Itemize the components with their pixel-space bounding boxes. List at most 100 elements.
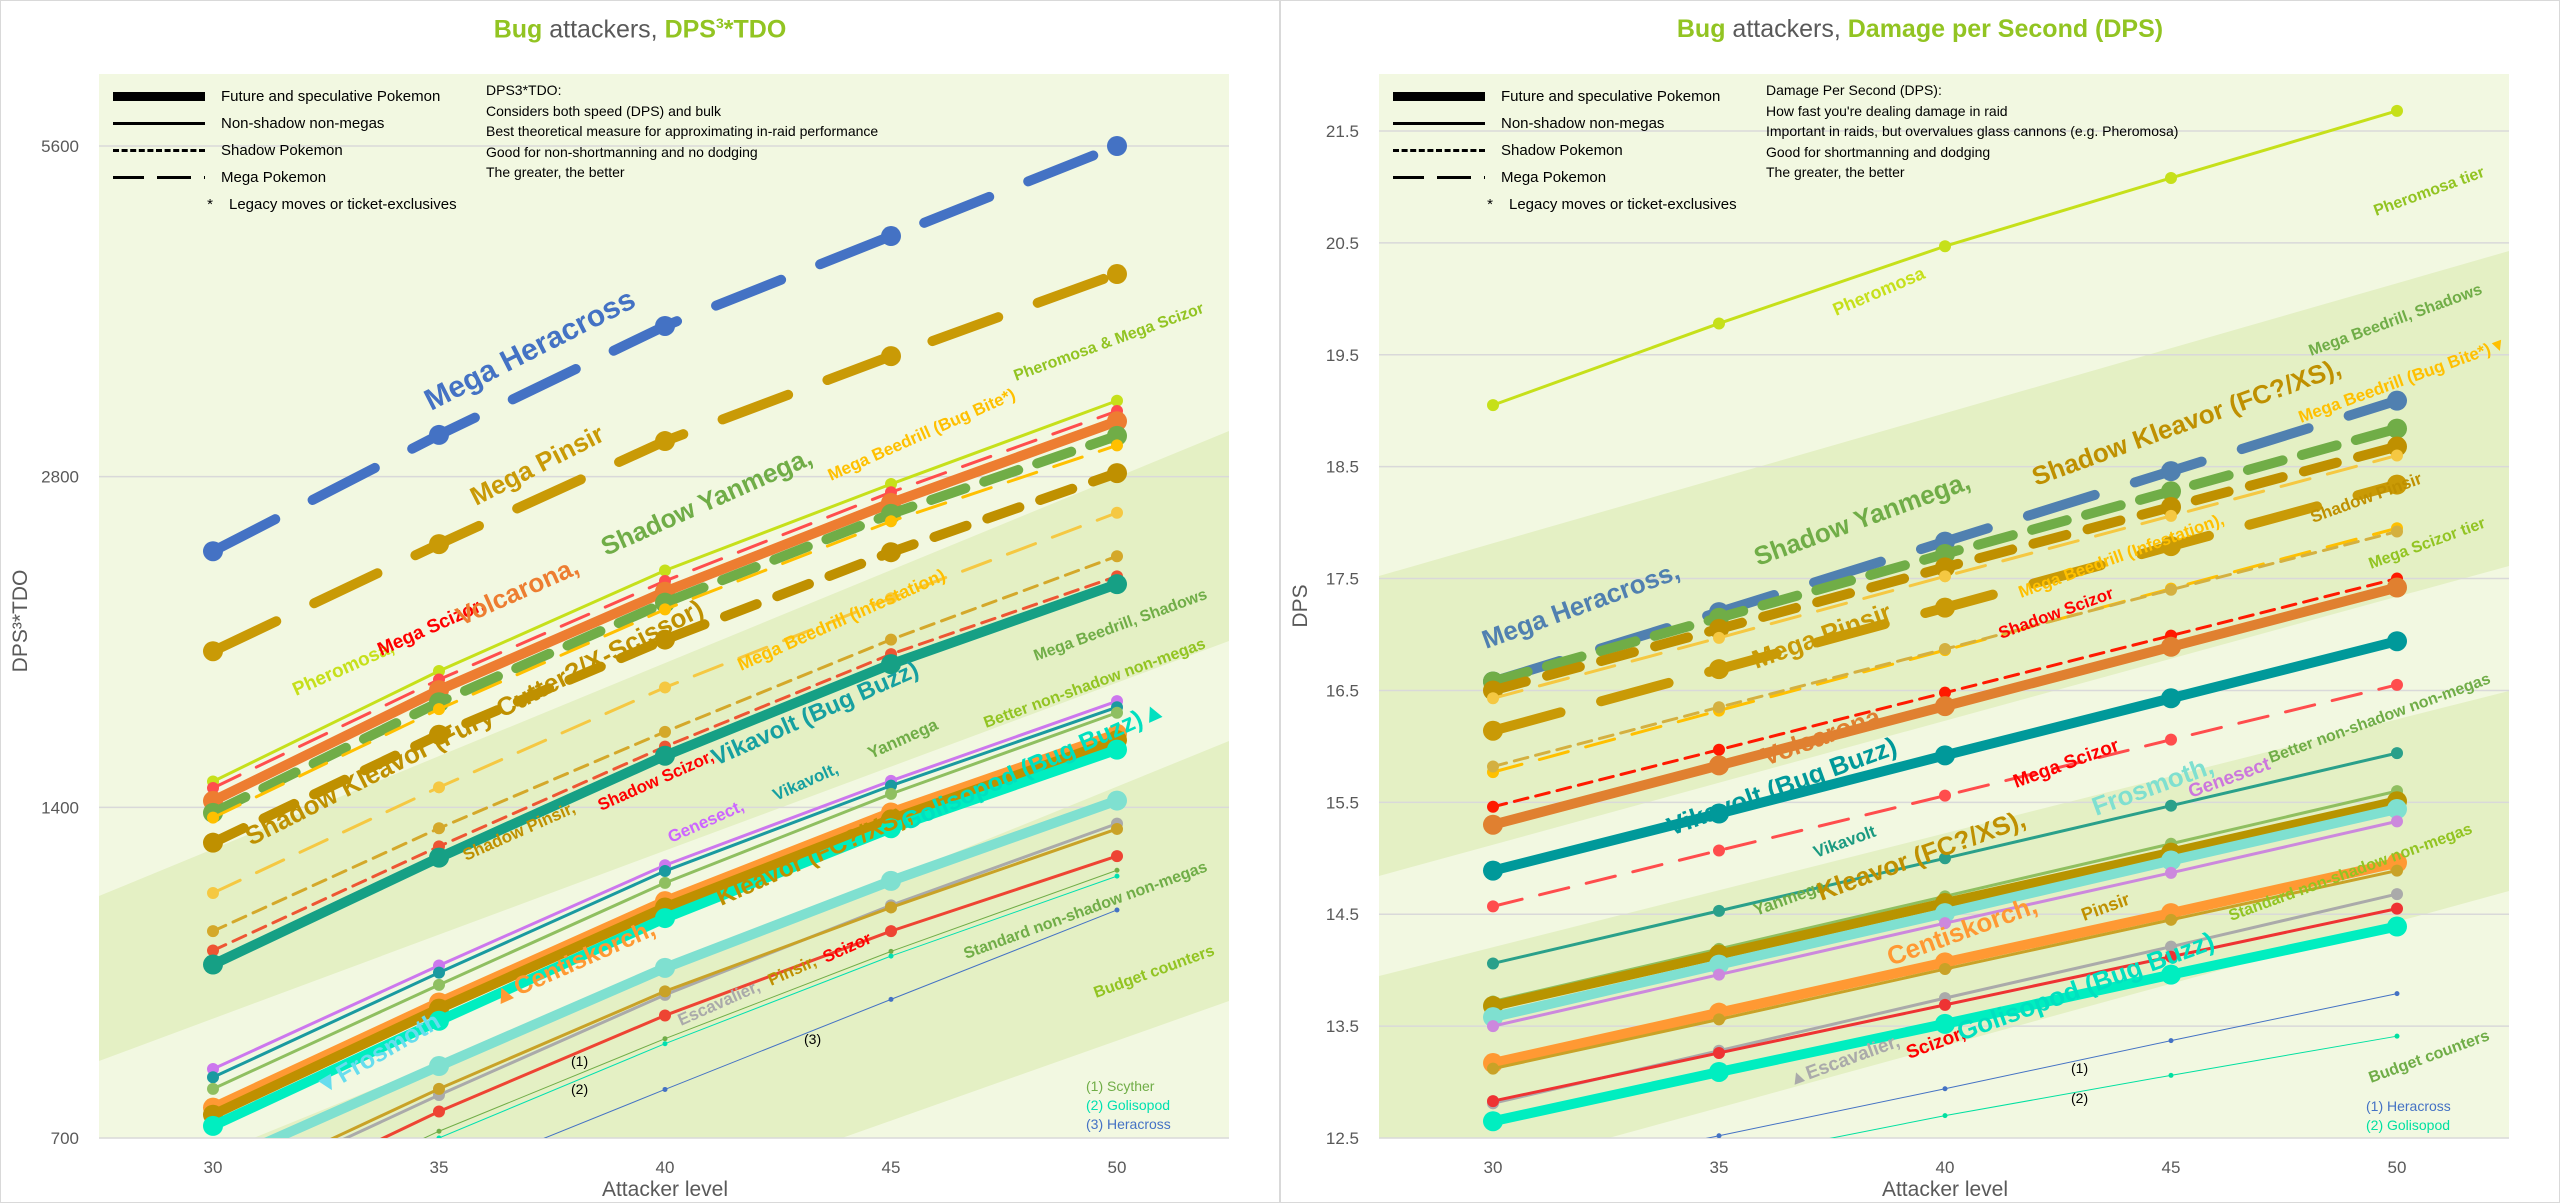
data-point-scizor-45 bbox=[885, 925, 897, 938]
data-point-3-heracross-50 bbox=[1114, 907, 1120, 913]
data-point-vikavolt-bug-buzz-45 bbox=[881, 654, 901, 675]
data-point-escavalier-30 bbox=[207, 1194, 219, 1202]
x-tick-label: 30 bbox=[204, 1158, 223, 1177]
data-point-pinsir-50 bbox=[2391, 864, 2403, 877]
data-point-volcarona-50 bbox=[1107, 411, 1127, 432]
legend: Future and speculative Pokemon Non-shado… bbox=[113, 83, 457, 218]
data-point-mega-beedrill-bug-bite-45 bbox=[885, 515, 897, 528]
data-point-1-heracross-45 bbox=[2168, 1038, 2174, 1044]
data-point-pheromosa-50 bbox=[1111, 394, 1123, 407]
data-point-vikavolt-30 bbox=[1487, 957, 1499, 970]
footnote-3-heracross: (3) Heracross bbox=[1086, 1116, 1171, 1132]
data-point-1-heracross-50 bbox=[2394, 991, 2400, 997]
data-point-vikavolt-bug-buzz-30 bbox=[1483, 860, 1503, 881]
data-point-frosmoth-35 bbox=[429, 1056, 449, 1077]
data-point-mega-heracross-50 bbox=[1107, 136, 1127, 156]
data-point-mega-pinsir-35 bbox=[429, 534, 449, 555]
legend-item-shadow: Shadow Pokemon bbox=[113, 137, 457, 164]
legend-item-nonshadow: Non-shadow non-megas bbox=[113, 110, 457, 137]
data-point-pheromosa-50 bbox=[2391, 104, 2403, 117]
data-point-genesect-30 bbox=[207, 1062, 219, 1075]
data-point-2-golisopod-40 bbox=[662, 1041, 668, 1047]
data-point-yanmega-50 bbox=[1111, 706, 1123, 719]
y-tick-label: 15.5 bbox=[1326, 793, 1359, 812]
data-point-shadow-yanmega-45 bbox=[2161, 481, 2181, 502]
data-point-shadow-yanmega-50 bbox=[1107, 425, 1127, 446]
data-point-frosmoth-50 bbox=[1107, 790, 1127, 811]
data-point-vikavolt-50 bbox=[2391, 747, 2403, 760]
data-point-pinsir-45 bbox=[2165, 913, 2177, 926]
data-point-mega-scizor-30 bbox=[1487, 900, 1499, 913]
data-point-volcarona-50 bbox=[2387, 577, 2407, 598]
data-point-golisopod-bug-buzz-30 bbox=[1483, 1111, 1503, 1132]
data-point-mega-pinsir-45 bbox=[881, 346, 901, 367]
data-point-pheromosa-40 bbox=[1939, 240, 1951, 253]
series-line-shadow-kleavor-fury-cutter-x-scissor bbox=[208, 468, 1122, 848]
data-point-pinsir-35 bbox=[433, 1082, 445, 1095]
data-point-yanmega-35 bbox=[433, 978, 445, 991]
y-tick-label: 19.5 bbox=[1326, 346, 1359, 365]
data-point-yanmega-30 bbox=[207, 1082, 219, 1095]
chart-title: Bug attackers, Damage per Second (DPS) bbox=[1676, 15, 2164, 43]
data-point-mega-scizor-50 bbox=[2391, 678, 2403, 691]
data-point-yanmega-40 bbox=[659, 876, 671, 889]
data-point-mega-beedrill-bug-bite-50 bbox=[2391, 449, 2403, 462]
series-line-mega-scizor bbox=[1491, 683, 2399, 908]
y-tick-label: 20.5 bbox=[1326, 234, 1359, 253]
data-point-shadow-pinsir-45 bbox=[2165, 583, 2177, 596]
y-tick-label: 16.5 bbox=[1326, 681, 1359, 700]
data-point-shadow-kleavor-fury-cutter-x-scissor-35 bbox=[429, 724, 449, 745]
data-point-frosmoth-30 bbox=[1483, 1007, 1503, 1028]
data-point-shadow-kleavor-fury-cutter-x-scissor-40 bbox=[655, 629, 675, 650]
data-point-scizor-40 bbox=[1939, 998, 1951, 1011]
series-annotation-2: (2) bbox=[571, 1081, 588, 1097]
data-point-shadow-kleavor-fury-cutter-x-scissor-30 bbox=[203, 832, 223, 853]
data-point-scizor-45 bbox=[2165, 950, 2177, 963]
y-tick-label: 17.5 bbox=[1326, 570, 1359, 589]
y-tick-label: 14.5 bbox=[1326, 905, 1359, 924]
data-point-shadow-pinsir-50 bbox=[1111, 550, 1123, 563]
y-axis-title: DPS³*TDO bbox=[9, 570, 32, 673]
data-point-vikavolt-35 bbox=[1713, 904, 1725, 917]
series-annotation-2: (2) bbox=[2071, 1090, 2088, 1106]
footnote-2-golisopod: (2) Golisopod bbox=[1086, 1097, 1170, 1113]
data-point-frosmoth-40 bbox=[1935, 903, 1955, 924]
data-point-shadow-yanmega-50 bbox=[2387, 418, 2407, 439]
data-point-mega-pinsir-40 bbox=[1935, 597, 1955, 618]
chart-canvas: 700 1400 2800 5600 30 35 40 45 50 Attacker level D… bbox=[9, 74, 1229, 1202]
data-point-pheromosa-40 bbox=[659, 564, 671, 577]
data-point-vikavolt-bug-buzz-30 bbox=[203, 954, 223, 975]
series-group bbox=[1483, 104, 2407, 1185]
data-point-pinsir-50 bbox=[1111, 822, 1123, 835]
data-point-mega-beedrill-bug-bite-40 bbox=[659, 603, 671, 616]
legend: Future and speculative Pokemon Non-shado… bbox=[1393, 83, 1737, 218]
data-point-shadow-scizor-40 bbox=[1939, 686, 1951, 699]
data-point-frosmoth-35 bbox=[1709, 954, 1729, 975]
data-point-vikavolt-40 bbox=[659, 865, 671, 878]
data-point-golisopod-bug-buzz-35 bbox=[429, 1010, 449, 1031]
footnote-2-golisopod: (2) Golisopod bbox=[2366, 1117, 2450, 1133]
data-point-scizor-40 bbox=[659, 1009, 671, 1022]
data-point-shadow-pinsir-30 bbox=[207, 925, 219, 938]
data-point-2-golisopod-50 bbox=[1114, 873, 1120, 879]
data-point-vikavolt-45 bbox=[885, 779, 897, 792]
x-tick-label: 35 bbox=[1710, 1158, 1729, 1177]
data-point-shadow-scizor-30 bbox=[207, 944, 219, 957]
legend-item-legacy: * Legacy moves or ticket-exclusives bbox=[1487, 196, 1737, 213]
data-point-2-golisopod-45 bbox=[2168, 1072, 2174, 1078]
data-point-vikavolt-45 bbox=[2165, 799, 2177, 812]
y-tick-label: 18.5 bbox=[1326, 458, 1359, 477]
data-point-scizor-50 bbox=[2391, 902, 2403, 915]
data-point-1-heracross-30 bbox=[1491, 1180, 1496, 1185]
data-point-volcarona-30 bbox=[1483, 814, 1503, 835]
data-point-pinsir-35 bbox=[1713, 1013, 1725, 1026]
data-point-scizor-35 bbox=[1713, 1046, 1725, 1059]
y-tick-label: 13.5 bbox=[1326, 1017, 1359, 1036]
data-point-pinsir-45 bbox=[885, 901, 897, 914]
data-point-shadow-kleavor-fury-cutter-x-scissor-45 bbox=[881, 542, 901, 563]
data-point-shadow-kleavor-fc-xs-45 bbox=[2161, 496, 2181, 517]
data-point-golisopod-bug-buzz-35 bbox=[1709, 1061, 1729, 1082]
data-point-shadow-pinsir-40 bbox=[1939, 643, 1951, 656]
data-point-mega-pinsir-45 bbox=[2161, 536, 2181, 557]
data-point-vikavolt-bug-buzz-50 bbox=[1107, 574, 1127, 595]
